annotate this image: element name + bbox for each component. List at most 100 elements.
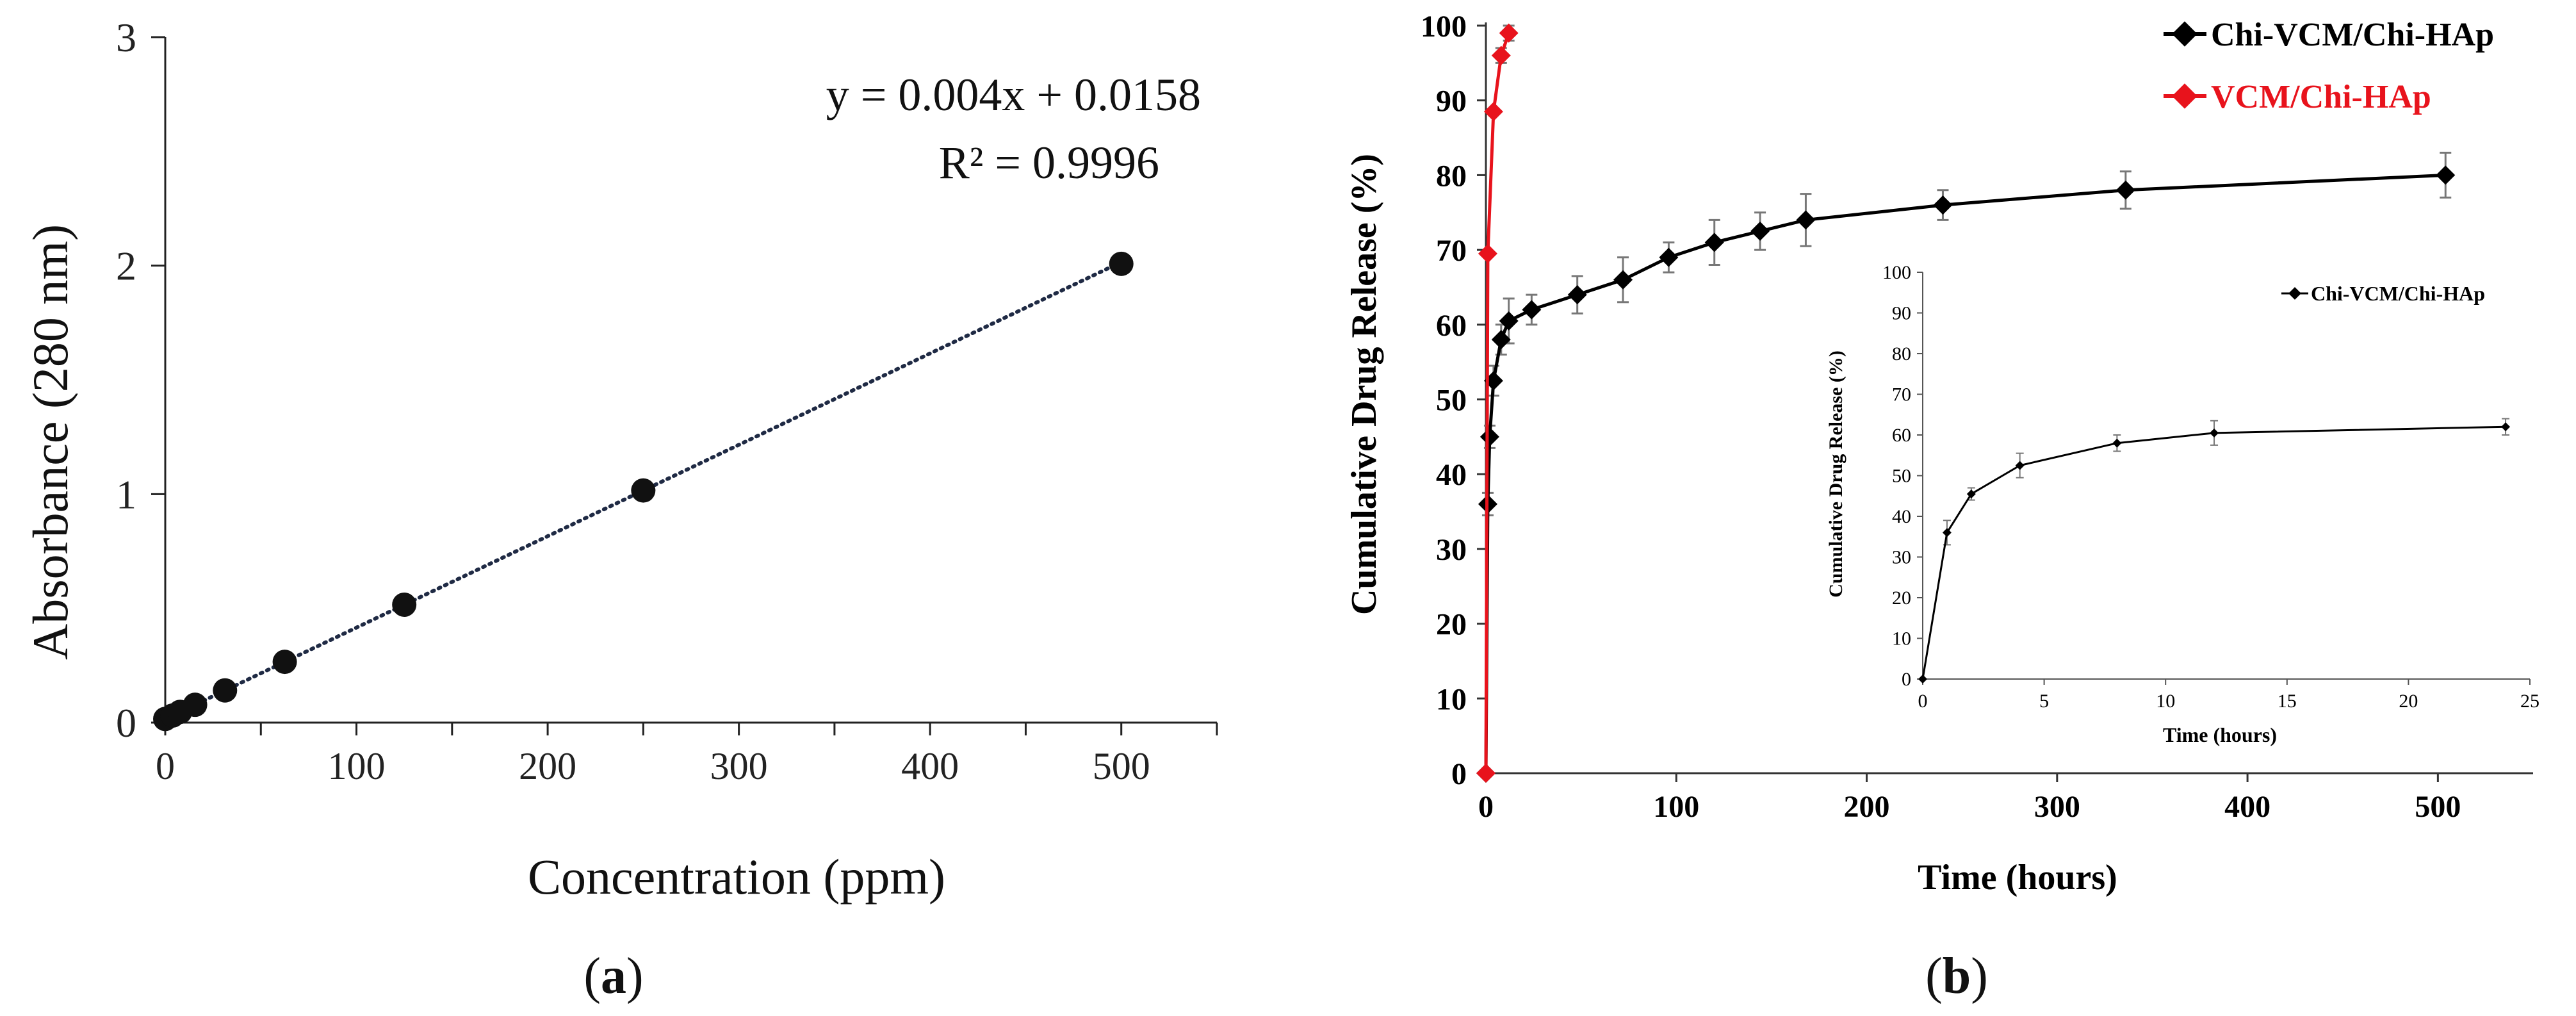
inset-series-point	[1966, 489, 1976, 499]
panel-b-chi-vcm-point	[1491, 330, 1511, 350]
legend-marker-vcm	[2172, 83, 2197, 109]
panel-b-y-tick-label: 100	[1421, 10, 1467, 44]
panel-a-y-tick-label: 2	[116, 243, 136, 289]
inset-y-tick-label: 90	[1892, 303, 1911, 324]
panel-b-chi-vcm-point	[1796, 210, 1816, 230]
panel-a-data-point	[213, 678, 238, 703]
panel-b-chi-vcm-point	[1659, 247, 1679, 267]
panel-b-vcm-line	[1484, 32, 1511, 774]
panel-b-vcm-point	[1491, 45, 1511, 65]
inset-y-tick-label: 40	[1892, 506, 1911, 527]
inset-ticks: 0 5 10 15 20 25 0 10 20 30 40 50 60 70 80 90 100	[1882, 262, 2539, 712]
inset-x-tick-label: 15	[2278, 691, 2297, 712]
panel-b-y-tick-label: 60	[1436, 309, 1467, 343]
panel-b-y-axis-label: Cumulative Drug Release (%)	[1344, 154, 1384, 615]
panel-a-data-points	[153, 251, 1134, 732]
panel-a-data-point	[272, 650, 297, 675]
inset-y-tick-label: 0	[1902, 669, 1911, 690]
panel-b-y-tick-label: 10	[1436, 682, 1467, 716]
panel-b-series	[1476, 23, 2456, 783]
panel-a-x-tick-label: 0	[156, 745, 175, 787]
inset-series-line	[1921, 425, 2506, 680]
inset-legend: Chi-VCM/Chi-HAp	[2281, 282, 2485, 305]
inset-series-point	[2501, 422, 2511, 432]
inset-y-tick-label: 30	[1892, 547, 1911, 568]
panel-b-caption: (b)	[1925, 948, 1988, 1004]
panel-a-y-tick-label: 1	[116, 471, 136, 517]
inset-x-tick-label: 5	[2039, 691, 2049, 712]
panel-b-vcm-point	[1478, 243, 1497, 263]
panel-a-data-point	[392, 592, 417, 617]
panel-b-chi-vcm-point	[1933, 195, 1953, 215]
panel-b-x-tick-label: 200	[1844, 790, 1890, 824]
panel-b-chi-vcm-point	[1704, 233, 1724, 252]
panel-b-chi-vcm-line	[1484, 173, 2446, 774]
inset-y-tick-label: 80	[1892, 343, 1911, 365]
panel-a-x-tick-label: 100	[328, 745, 386, 787]
inset-x-axis-label: Time (hours)	[2163, 723, 2277, 746]
panel-a-data-point	[1109, 251, 1134, 276]
inset-y-tick-label: 70	[1892, 384, 1911, 406]
inset-legend-label: Chi-VCM/Chi-HAp	[2311, 282, 2485, 305]
panel-b-x-tick-label: 100	[1653, 790, 1699, 824]
panel-b-x-tick-label: 0	[1478, 790, 1494, 824]
panel-b-x-tick-label: 400	[2224, 790, 2270, 824]
panel-b-chi-vcm-point	[1567, 285, 1587, 305]
inset-series-point	[1918, 675, 1927, 684]
panel-a-equation: y = 0.004x + 0.0158	[826, 69, 1201, 120]
panel-a-axes	[164, 37, 1217, 724]
panel-b-chi-vcm-point	[2115, 180, 2135, 200]
panel-b-x-tick-label: 300	[2034, 790, 2080, 824]
panel-a-r-squared: R² = 0.9996	[939, 137, 1159, 188]
panel-a-caption: (a)	[583, 948, 643, 1004]
inset-x-tick-label: 0	[1918, 691, 1928, 712]
panel-a-data-point	[631, 478, 656, 503]
inset-legend-marker	[2288, 287, 2301, 300]
legend-label-chi-vcm: Chi-VCM/Chi-HAp	[2211, 17, 2494, 53]
panel-b-y-tick-label: 90	[1436, 85, 1467, 119]
panel-a-y-axis-label: Absorbance (280 nm)	[22, 224, 78, 660]
panel-b-y-tick-label: 80	[1436, 159, 1467, 193]
panel-b-chi-vcm-point	[1613, 270, 1633, 290]
panel-a-data-point	[183, 692, 208, 717]
panel-b-y-tick-label: 0	[1451, 757, 1467, 791]
panel-b-axes	[1485, 22, 2533, 774]
inset-y-tick-label: 100	[1882, 262, 1911, 283]
panel-b-chi-vcm-point	[1522, 300, 1542, 320]
inset-x-tick-label: 10	[2156, 691, 2175, 712]
panel-b-chi-vcm-point	[1480, 427, 1499, 447]
panel-a-x-tick-label: 300	[710, 745, 768, 787]
inset-series-point	[2112, 438, 2122, 448]
inset-series-point	[1942, 528, 1952, 537]
panel-b-chi-vcm-point	[1499, 311, 1519, 331]
inset-y-tick-label: 50	[1892, 466, 1911, 487]
panel-b-chi-vcm-point	[2436, 165, 2456, 185]
inset-x-tick-label: 20	[2399, 691, 2418, 712]
panel-b-legend: Chi-VCM/Chi-HAp VCM/Chi-HAp	[2164, 17, 2494, 115]
inset-series-point	[2210, 428, 2219, 438]
panel-a-caption-letter: a	[601, 948, 626, 1004]
panel-b-y-tick-label: 70	[1436, 234, 1467, 268]
panel-b-y-tick-label: 40	[1436, 458, 1467, 492]
inset-x-tick-label: 25	[2520, 691, 2539, 712]
panel-a-absorbance-chart: 0 100 200 300 400 500 0 1 2 3 y = 0.004x + 0.0158…	[22, 15, 1218, 1004]
inset-y-tick-label: 20	[1892, 587, 1911, 609]
inset-y-axis-label: Cumulative Drug Release (%)	[1825, 350, 1846, 598]
inset-series-point	[2015, 461, 2025, 470]
inset-y-tick-label: 10	[1892, 628, 1911, 650]
panel-a-x-axis-label: Concentration (ppm)	[528, 849, 945, 905]
panel-a-ticks: 0 100 200 300 400 500 0 1 2 3	[116, 15, 1218, 787]
panel-b-chi-vcm-point	[1750, 221, 1770, 241]
panel-a-y-tick-label: 3	[116, 15, 136, 60]
inset-y-tick-label: 60	[1892, 425, 1911, 446]
panel-a-y-tick-label: 0	[116, 700, 136, 746]
panel-a-x-tick-label: 200	[519, 745, 576, 787]
inset-series	[1918, 418, 2511, 684]
panel-b-inset-chart: 0 5 10 15 20 25 0 10 20 30 40 50 60 70 80 90 100 Chi-VCM…	[1825, 262, 2539, 746]
panel-b-vcm-point	[1499, 23, 1519, 43]
panel-b-x-axis-label: Time (hours)	[1918, 858, 2117, 897]
legend-label-vcm: VCM/Chi-HAp	[2211, 79, 2431, 115]
panel-b-vcm-point	[1476, 764, 1496, 783]
panel-b-y-tick-label: 50	[1436, 384, 1467, 418]
